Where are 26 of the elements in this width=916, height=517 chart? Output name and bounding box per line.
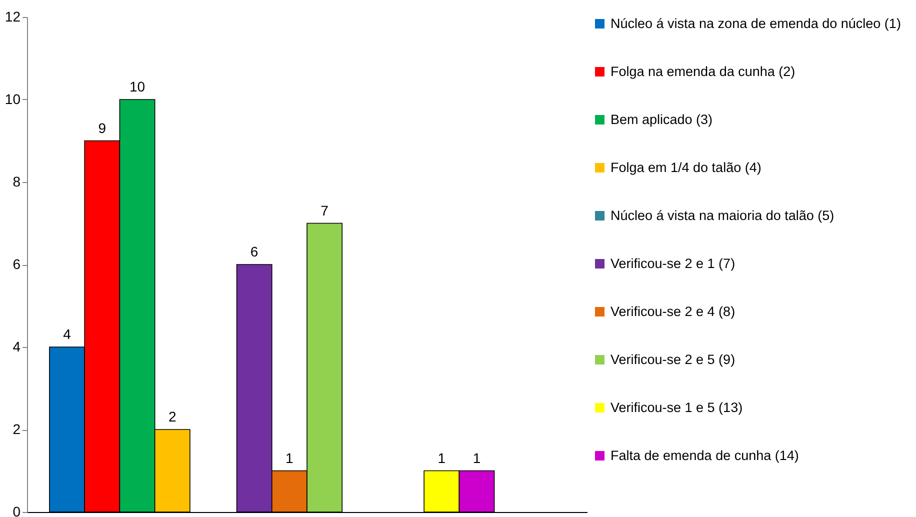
y-tick-label: 12: [4, 8, 21, 24]
legend-label: Falta de emenda de cunha (14): [610, 448, 799, 463]
data-label: 2: [168, 408, 176, 424]
y-tick-label: 4: [12, 338, 21, 354]
legend-label: Bem aplicado (3): [610, 112, 713, 127]
legend-label: Núcleo á vista na zona de emenda do núcleo (1): [610, 16, 901, 31]
data-label: 4: [63, 326, 72, 342]
data-label: 1: [438, 450, 446, 466]
data-label: 1: [472, 450, 481, 466]
data-label: 1: [286, 450, 294, 466]
legend-label: Verificou-se 2 e 1 (7): [610, 256, 736, 271]
data-label: 10: [129, 78, 146, 94]
y-tick-label: 6: [12, 256, 21, 272]
legend-label: Núcleo á vista na maioria do talão (5): [610, 208, 834, 223]
y-tick-label: 0: [12, 504, 21, 517]
y-tick-label: 10: [4, 91, 21, 107]
legend-label: Verificou-se 2 e 5 (9): [610, 352, 736, 367]
y-tick-label: 8: [12, 174, 21, 190]
legend-label: Folga na emenda da cunha (2): [610, 64, 796, 79]
legend-label: Verificou-se 2 e 4 (8): [610, 304, 736, 319]
legend-label: Verificou-se 1 e 5 (13): [610, 400, 743, 415]
y-tick-label: 2: [12, 421, 21, 437]
data-label: 7: [320, 202, 329, 218]
legend-label: Folga em 1/4 do talão (4): [610, 160, 762, 175]
data-label: 6: [250, 244, 258, 260]
data-label: 9: [98, 120, 106, 136]
